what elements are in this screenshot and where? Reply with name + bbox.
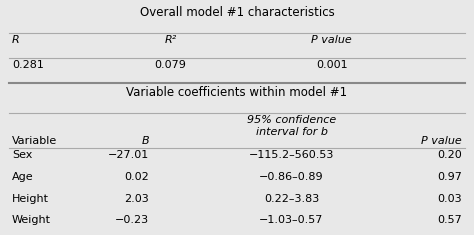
- Text: −0.23: −0.23: [115, 215, 149, 225]
- Text: Variable: Variable: [12, 136, 57, 146]
- Text: −1.03–0.57: −1.03–0.57: [259, 215, 324, 225]
- Text: P value: P value: [421, 136, 462, 146]
- Text: 0.001: 0.001: [316, 60, 347, 70]
- Text: 0.281: 0.281: [12, 60, 44, 70]
- Text: 0.079: 0.079: [155, 60, 187, 70]
- Text: −0.86–0.89: −0.86–0.89: [259, 172, 324, 182]
- Text: 0.03: 0.03: [438, 194, 462, 204]
- Text: R: R: [12, 35, 19, 45]
- Text: 2.03: 2.03: [125, 194, 149, 204]
- Text: Overall model #1 characteristics: Overall model #1 characteristics: [140, 6, 334, 19]
- Text: Weight: Weight: [12, 215, 51, 225]
- Text: −115.2–560.53: −115.2–560.53: [249, 150, 334, 161]
- Text: P value: P value: [311, 35, 352, 45]
- Text: −27.01: −27.01: [108, 150, 149, 161]
- Text: B: B: [142, 136, 149, 146]
- Text: 0.57: 0.57: [438, 215, 462, 225]
- Text: Age: Age: [12, 172, 34, 182]
- Text: 0.20: 0.20: [438, 150, 462, 161]
- Text: 95% confidence
interval for b: 95% confidence interval for b: [247, 115, 336, 137]
- Text: R²: R²: [164, 35, 177, 45]
- Text: 0.02: 0.02: [125, 172, 149, 182]
- Text: Variable coefficients within model #1: Variable coefficients within model #1: [127, 86, 347, 99]
- Text: 0.97: 0.97: [438, 172, 462, 182]
- Text: Sex: Sex: [12, 150, 32, 161]
- Text: 0.22–3.83: 0.22–3.83: [264, 194, 319, 204]
- Text: Height: Height: [12, 194, 49, 204]
